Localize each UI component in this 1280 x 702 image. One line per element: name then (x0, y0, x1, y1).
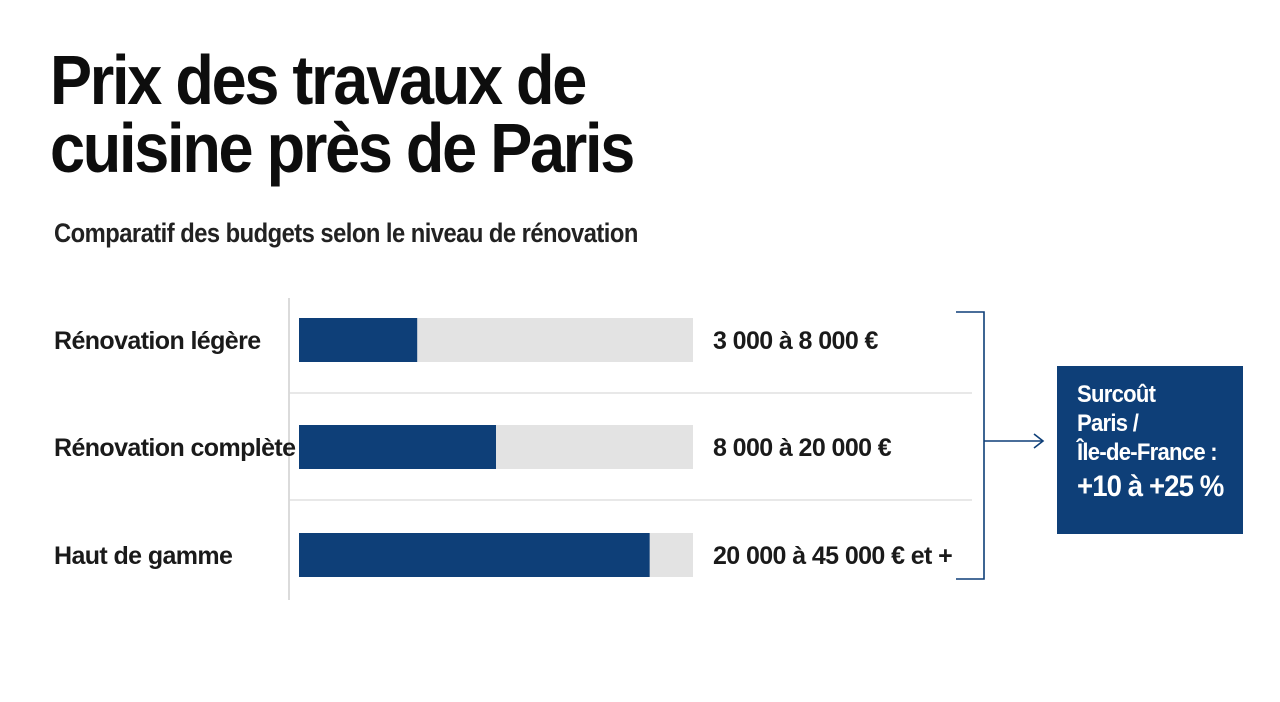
callout-value: +10 à +25 % (1077, 470, 1224, 503)
callout-line-3: Île-de-France : (1077, 439, 1218, 466)
bar-premium (299, 533, 650, 577)
callout-line-1: Surcoût (1077, 381, 1156, 408)
category-label-complete: Rénovation complète (54, 434, 296, 462)
value-label-complete: 8 000 à 20 000 € (713, 434, 892, 462)
surcharge-callout-box: Surcoût Paris / Île-de-France : +10 à +2… (1057, 366, 1243, 534)
value-label-premium: 20 000 à 45 000 € et + (713, 542, 952, 570)
arrow-head-icon (1033, 433, 1045, 449)
page-subtitle: Comparatif des budgets selon le niveau d… (54, 218, 638, 248)
bar-light (299, 318, 418, 362)
bar-complete (299, 425, 496, 469)
value-label-light: 3 000 à 8 000 € (713, 327, 878, 355)
callout-line-2: Paris / (1077, 410, 1139, 437)
category-label-premium: Haut de gamme (54, 542, 233, 570)
page-title: Prix des travaux de cuisine près de Pari… (50, 41, 635, 187)
bracket-line (956, 311, 985, 580)
category-label-light: Rénovation légère (54, 327, 261, 355)
